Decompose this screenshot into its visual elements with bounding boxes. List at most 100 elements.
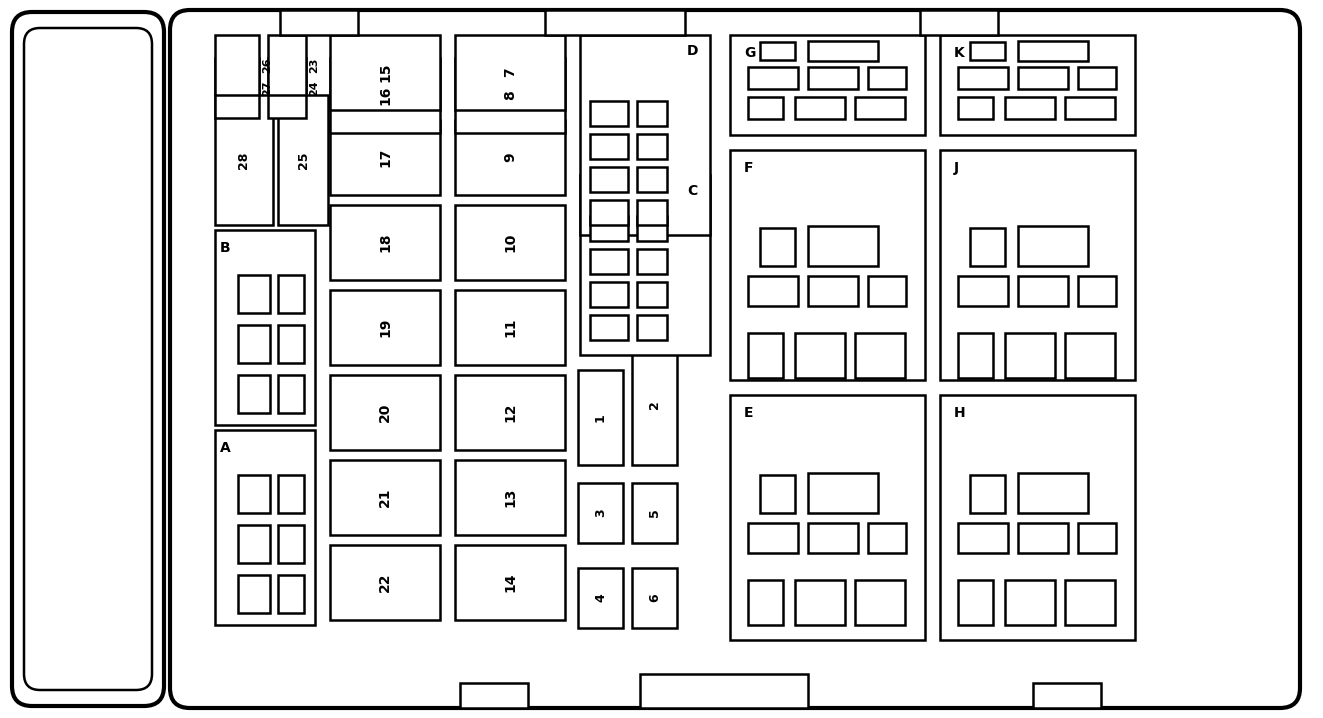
Bar xyxy=(747,523,798,553)
Bar xyxy=(1017,226,1088,266)
Bar xyxy=(958,97,994,119)
Bar xyxy=(1017,276,1068,306)
Bar xyxy=(747,580,783,625)
Bar xyxy=(280,10,359,35)
Bar xyxy=(759,42,795,60)
Bar xyxy=(590,167,628,192)
Bar xyxy=(216,230,315,425)
Bar xyxy=(455,205,565,280)
Text: 8: 8 xyxy=(503,90,517,101)
Bar xyxy=(278,95,328,225)
Bar xyxy=(632,345,677,465)
Bar xyxy=(747,67,798,89)
Bar xyxy=(278,375,304,413)
Text: 28: 28 xyxy=(238,151,250,169)
Bar xyxy=(329,545,441,620)
Bar xyxy=(808,473,878,513)
Bar xyxy=(455,35,565,110)
Bar xyxy=(970,228,1005,266)
Text: 16: 16 xyxy=(378,86,392,106)
Bar xyxy=(636,315,667,340)
Bar xyxy=(329,205,441,280)
Bar xyxy=(795,333,845,378)
Bar xyxy=(238,525,270,563)
Text: 11: 11 xyxy=(503,318,517,337)
Bar xyxy=(455,290,565,365)
Bar xyxy=(636,249,667,274)
Bar xyxy=(636,101,667,126)
Text: 12: 12 xyxy=(503,403,517,422)
Text: 5: 5 xyxy=(648,508,662,518)
Bar xyxy=(590,249,628,274)
Bar xyxy=(958,67,1008,89)
Bar xyxy=(759,475,795,513)
Text: 10: 10 xyxy=(503,233,517,252)
Bar xyxy=(808,226,878,266)
Bar xyxy=(636,200,667,225)
Bar xyxy=(455,375,565,450)
Bar xyxy=(1078,276,1117,306)
Bar xyxy=(216,430,315,625)
Bar xyxy=(1078,67,1117,89)
Bar xyxy=(958,333,994,378)
Bar xyxy=(238,325,270,363)
Text: 18: 18 xyxy=(378,233,392,252)
Bar xyxy=(1017,41,1088,61)
Bar xyxy=(329,375,441,450)
Bar xyxy=(329,290,441,365)
Bar xyxy=(632,568,677,628)
Text: B: B xyxy=(220,241,230,255)
Bar xyxy=(1065,97,1115,119)
Bar xyxy=(455,120,565,195)
Bar xyxy=(868,276,906,306)
Bar xyxy=(269,35,306,95)
Bar xyxy=(636,216,667,241)
Text: 14: 14 xyxy=(503,573,517,592)
Bar xyxy=(590,216,628,241)
Bar xyxy=(759,228,795,266)
Bar xyxy=(941,150,1135,380)
Text: E: E xyxy=(744,406,754,420)
Bar xyxy=(808,41,878,61)
Text: 13: 13 xyxy=(503,488,517,507)
Bar xyxy=(216,58,259,118)
Bar xyxy=(278,525,304,563)
Bar xyxy=(795,97,845,119)
Bar xyxy=(1065,333,1115,378)
Bar xyxy=(590,134,628,159)
Text: K: K xyxy=(954,46,964,60)
Bar xyxy=(278,325,304,363)
Bar xyxy=(1005,580,1054,625)
Bar xyxy=(1005,333,1054,378)
Bar xyxy=(578,370,623,465)
Bar xyxy=(329,58,441,133)
Bar xyxy=(216,35,259,95)
Bar xyxy=(1033,683,1101,708)
Bar xyxy=(579,175,710,355)
Text: 3: 3 xyxy=(594,508,607,517)
Text: H: H xyxy=(954,406,966,420)
Bar xyxy=(238,375,270,413)
Text: A: A xyxy=(220,441,230,455)
Bar xyxy=(941,395,1135,640)
Text: 27: 27 xyxy=(262,80,273,95)
Bar xyxy=(855,580,905,625)
Bar xyxy=(455,460,565,535)
Bar xyxy=(1078,523,1117,553)
Bar xyxy=(808,276,859,306)
Text: F: F xyxy=(744,161,754,175)
Bar xyxy=(730,150,925,380)
Bar xyxy=(238,575,270,613)
Bar xyxy=(545,10,685,35)
FancyBboxPatch shape xyxy=(169,10,1301,708)
Text: G: G xyxy=(744,46,755,60)
Text: 26: 26 xyxy=(262,57,273,73)
Text: D: D xyxy=(687,44,699,58)
Bar xyxy=(455,58,565,133)
Bar xyxy=(958,580,994,625)
Bar xyxy=(636,282,667,307)
Bar xyxy=(970,475,1005,513)
Text: J: J xyxy=(954,161,959,175)
FancyBboxPatch shape xyxy=(12,12,164,706)
Bar xyxy=(590,282,628,307)
